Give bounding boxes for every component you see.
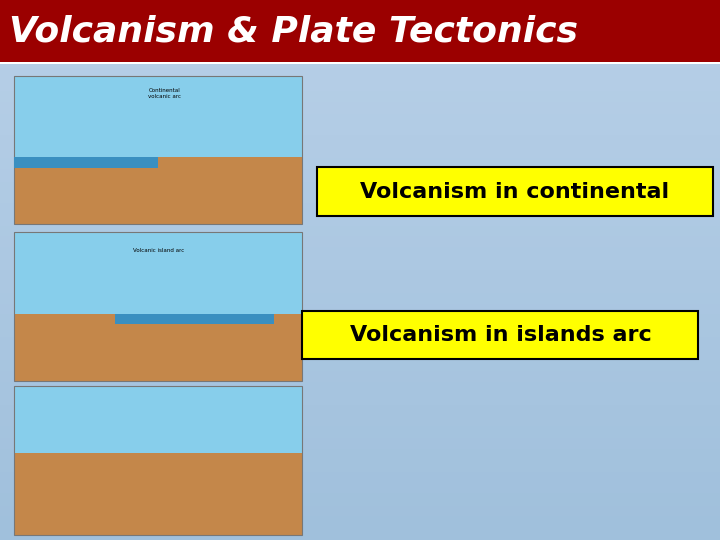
Text: Volcanism in islands arc: Volcanism in islands arc	[349, 325, 652, 345]
Text: Volcanism in continental: Volcanism in continental	[360, 181, 670, 202]
Bar	[14, 386, 302, 535]
Bar	[302, 310, 698, 359]
Bar	[0, 0, 720, 62]
Bar	[14, 76, 302, 157]
Bar	[14, 76, 302, 224]
Text: Volcanism & Plate Tectonics: Volcanism & Plate Tectonics	[9, 14, 577, 48]
Text: Continental
volcanic arc: Continental volcanic arc	[148, 88, 181, 99]
Bar	[14, 453, 302, 535]
Bar	[0, 62, 720, 64]
Bar	[14, 157, 302, 224]
Bar	[115, 314, 274, 324]
Bar	[14, 232, 302, 314]
Bar	[14, 386, 302, 453]
Bar	[14, 232, 302, 381]
Bar	[14, 157, 158, 167]
Bar	[14, 314, 302, 381]
Text: Volcanic island arc: Volcanic island arc	[132, 247, 184, 253]
Bar	[317, 167, 713, 216]
